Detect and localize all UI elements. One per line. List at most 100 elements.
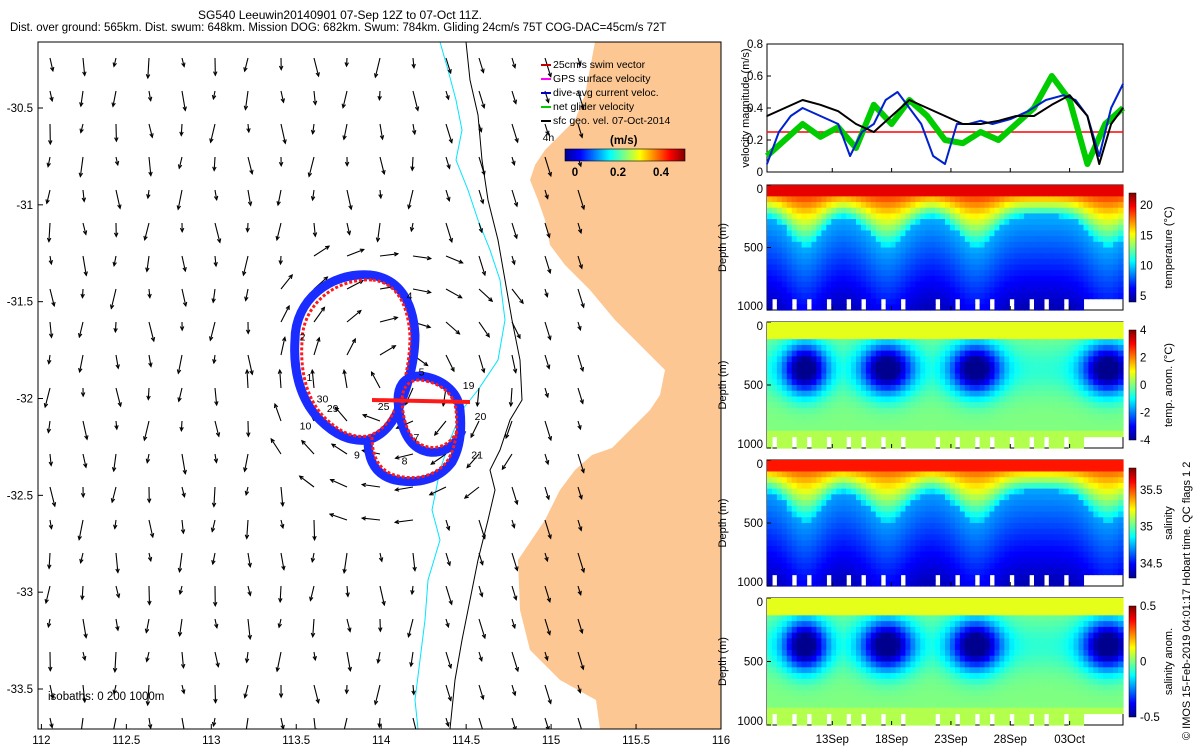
heatmap-cell — [875, 385, 882, 392]
heatmap-cell — [1004, 275, 1010, 283]
heatmap-cell — [1029, 385, 1035, 392]
heatmap-cell — [851, 185, 857, 192]
heatmap-cell — [925, 534, 931, 541]
geo-arrow — [379, 552, 383, 562]
geo-arrow — [180, 420, 183, 431]
geo-arrow-head — [244, 733, 247, 737]
heatmap-cell — [1118, 425, 1124, 432]
heatmap-cell — [964, 344, 971, 352]
heatmap-cell — [930, 344, 936, 352]
heatmap-cell — [767, 517, 773, 524]
geo-arrow-head — [145, 267, 150, 273]
heatmap-cell — [806, 327, 813, 335]
heatmap-cell — [1083, 344, 1089, 352]
heatmap-cell — [856, 207, 862, 215]
heatmap-cell — [1024, 247, 1030, 254]
heatmap-cell — [1068, 379, 1075, 386]
heatmap-cell — [1108, 425, 1114, 432]
heatmap-cell — [796, 247, 803, 254]
heatmap-cell — [880, 275, 887, 283]
heatmap-cell — [1004, 287, 1010, 294]
heatmap-cell — [885, 425, 892, 432]
heatmap-cell — [905, 407, 911, 415]
heatmap-cell — [880, 258, 887, 266]
geo-arrow — [379, 585, 385, 606]
geo-arrow-head — [244, 296, 249, 302]
heatmap-cell — [801, 287, 808, 294]
geo-arrow-head — [481, 271, 487, 277]
heatmap-cell — [890, 442, 897, 449]
heatmap-cell — [851, 580, 857, 587]
heatmap-cell — [786, 292, 793, 300]
geo-arrow — [80, 90, 84, 107]
heatmap-cell — [801, 413, 808, 420]
heatmap-cell — [1093, 253, 1099, 260]
heatmap-cell — [776, 253, 783, 260]
heatmap-cell — [1004, 407, 1010, 415]
heatmap-cell — [910, 281, 916, 288]
heatmap-cell — [935, 213, 941, 220]
heatmap-cell — [1048, 219, 1055, 226]
heatmap-cell — [860, 207, 867, 215]
heatmap-cell — [851, 523, 857, 530]
heatmap-cell — [1053, 396, 1060, 403]
heatmap-cell — [945, 385, 951, 392]
heatmap-cell — [1034, 344, 1040, 352]
heatmap-cell — [786, 545, 793, 553]
heatmap-cell — [816, 275, 822, 283]
heatmap-cell — [925, 402, 931, 409]
heatmap-cell — [1093, 190, 1099, 197]
geo-arrow-head — [148, 362, 153, 368]
heatmap-cell — [1048, 253, 1055, 260]
heatmap-cell — [1029, 379, 1035, 386]
heatmap-cell — [1098, 362, 1104, 369]
geo-arrow — [146, 651, 150, 662]
heatmap-cell — [959, 563, 966, 570]
geo-arrow-head — [249, 370, 254, 376]
heatmap-cell — [885, 460, 892, 467]
heatmap-cell — [984, 477, 991, 484]
heatmap-cell — [856, 488, 862, 495]
heatmap-cell — [836, 396, 842, 403]
heatmap-cell — [767, 202, 773, 209]
heatmap-cell — [831, 390, 837, 398]
heatmap-cell — [846, 419, 852, 426]
heatmap-cell — [860, 275, 867, 283]
heatmap-cell — [1004, 356, 1010, 363]
heatmap-cell — [860, 396, 867, 403]
geo-arrow — [214, 684, 217, 703]
heatmap-cell — [1098, 390, 1104, 398]
heatmap-cell — [930, 442, 936, 449]
heatmap-cell — [781, 207, 788, 215]
heatmap-cell — [796, 511, 803, 518]
heatmap-cell — [801, 568, 808, 576]
heatmap-cell — [841, 190, 847, 197]
heatmap-cell — [851, 540, 857, 547]
heatmap-cell — [1108, 281, 1114, 288]
geo-arrow-head — [113, 328, 118, 334]
heatmap-cell — [910, 258, 916, 266]
heatmap-cell — [791, 505, 798, 513]
heatmap-cell — [1078, 207, 1085, 215]
heatmap-cell — [826, 213, 832, 220]
map-frame — [37, 41, 722, 730]
heatmap-cell — [1098, 207, 1104, 215]
heatmap-cell — [945, 545, 951, 553]
heatmap-cell — [994, 419, 1000, 426]
heatmap-cell — [895, 407, 902, 415]
heatmap-cell — [979, 402, 986, 409]
geo-arrow-head — [511, 160, 516, 167]
heatmap-cell — [1043, 258, 1050, 266]
heatmap-cell — [935, 425, 941, 432]
heatmap-cell — [945, 551, 951, 558]
heatmap-cell — [915, 367, 921, 375]
heatmap-cell — [821, 545, 827, 553]
heatmap-cell — [851, 419, 857, 426]
heatmap-cell — [771, 230, 778, 237]
heatmap-cell — [935, 402, 941, 409]
heatmap-cell — [1083, 224, 1089, 232]
heatmap-cell — [959, 471, 966, 478]
heatmap-cell — [900, 322, 907, 329]
heatmap-cell — [841, 574, 847, 581]
